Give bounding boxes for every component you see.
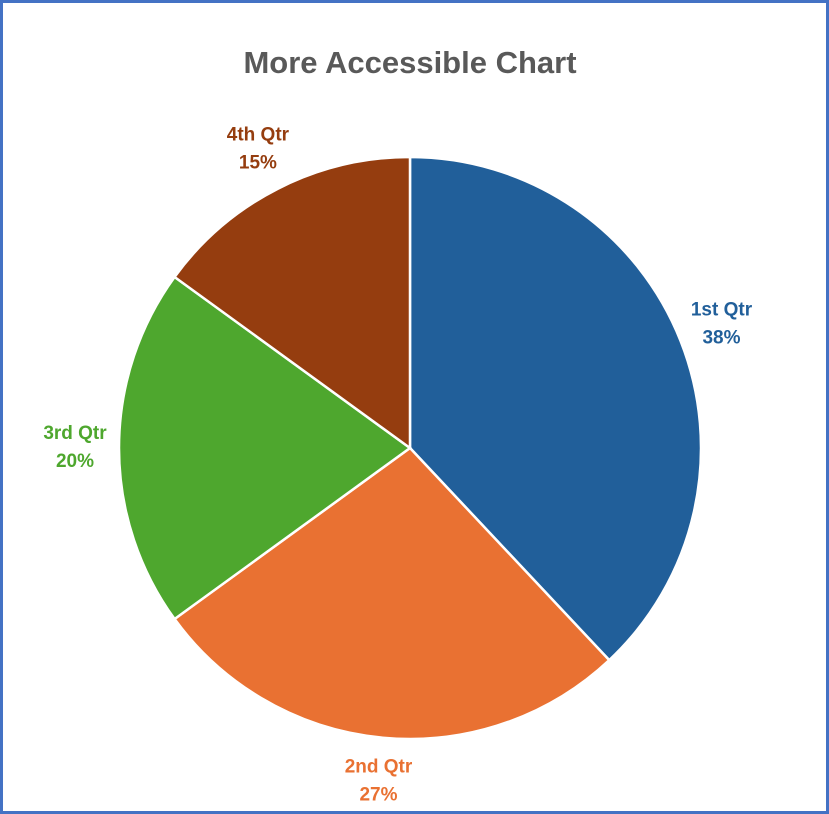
pie-slice: [408, 155, 703, 662]
slice-category-label: 3rd Qtr: [43, 423, 107, 444]
pie-slice: [172, 446, 611, 741]
slice-category-label: 1st Qtr: [691, 300, 753, 321]
slice-value-label: 27%: [359, 785, 397, 806]
slice-value-label: 38%: [702, 328, 740, 349]
slice-category-label: 2nd Qtr: [345, 757, 413, 778]
slice-category-label: 4th Qtr: [227, 125, 290, 146]
slice-value-label: 20%: [56, 451, 94, 472]
pie-slice: [117, 275, 413, 621]
slice-value-label: 15%: [239, 153, 277, 174]
chart-title: More Accessible Chart: [243, 45, 576, 80]
pie-slice: [172, 155, 412, 451]
